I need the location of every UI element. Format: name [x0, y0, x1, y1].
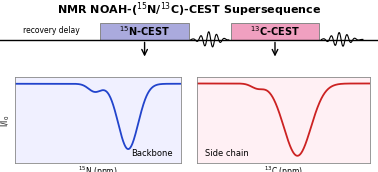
- Text: NMR NOAH-($^{15}$N/$^{13}$C)-CEST Supersequence: NMR NOAH-($^{15}$N/$^{13}$C)-CEST Supers…: [57, 1, 321, 19]
- Text: Side chain: Side chain: [205, 149, 249, 158]
- Text: recovery delay: recovery delay: [23, 26, 79, 35]
- Text: $^{13}$C-CEST: $^{13}$C-CEST: [250, 24, 300, 38]
- FancyBboxPatch shape: [100, 23, 189, 40]
- X-axis label: $^{13}$C (ppm): $^{13}$C (ppm): [264, 165, 303, 172]
- Y-axis label: I/I$_0$: I/I$_0$: [0, 114, 12, 127]
- FancyBboxPatch shape: [231, 23, 319, 40]
- Text: Backbone: Backbone: [132, 149, 173, 158]
- X-axis label: $^{15}$N (ppm): $^{15}$N (ppm): [79, 165, 118, 172]
- Text: $^{15}$N-CEST: $^{15}$N-CEST: [119, 24, 170, 38]
